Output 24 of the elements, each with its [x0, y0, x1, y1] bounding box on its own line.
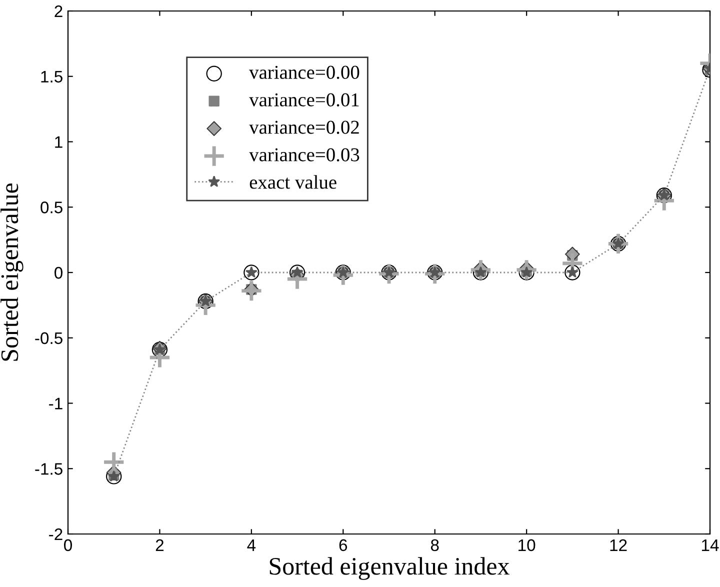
legend-label: exact value	[250, 175, 336, 189]
x-tick-label: 10	[518, 539, 536, 552]
y-tick-label: 1	[55, 136, 62, 148]
legend-label: variance=0.02	[249, 120, 359, 134]
x-tick-label: 6	[339, 539, 348, 552]
x-axis-title: Sorted eigenvalue index	[270, 557, 510, 580]
legend-label: variance=0.03	[249, 148, 360, 162]
x-tick-label: 14	[702, 539, 719, 551]
y-tick-label: -1	[49, 398, 62, 410]
y-tick-label: 0	[54, 266, 62, 279]
x-tick-label: 8	[430, 539, 439, 552]
x-tick-label: 0	[64, 539, 72, 552]
y-tick-label: -0.5	[35, 332, 62, 344]
y-tick-label: -2	[49, 528, 62, 540]
x-tick-label: 4	[247, 539, 256, 551]
y-tick-label: 2	[54, 5, 62, 18]
y-tick-label: 0.5	[40, 202, 62, 214]
y-axis-title: Sorted eigenvalue	[0, 183, 24, 361]
y-tick-label: -1.5	[35, 463, 62, 475]
x-tick-label: 12	[610, 539, 627, 551]
legend-label: variance=0.01	[249, 93, 359, 106]
legend-label: variance=0.00	[249, 66, 360, 79]
x-tick-label: 2	[156, 539, 164, 551]
y-tick-label: 1.5	[41, 70, 62, 83]
